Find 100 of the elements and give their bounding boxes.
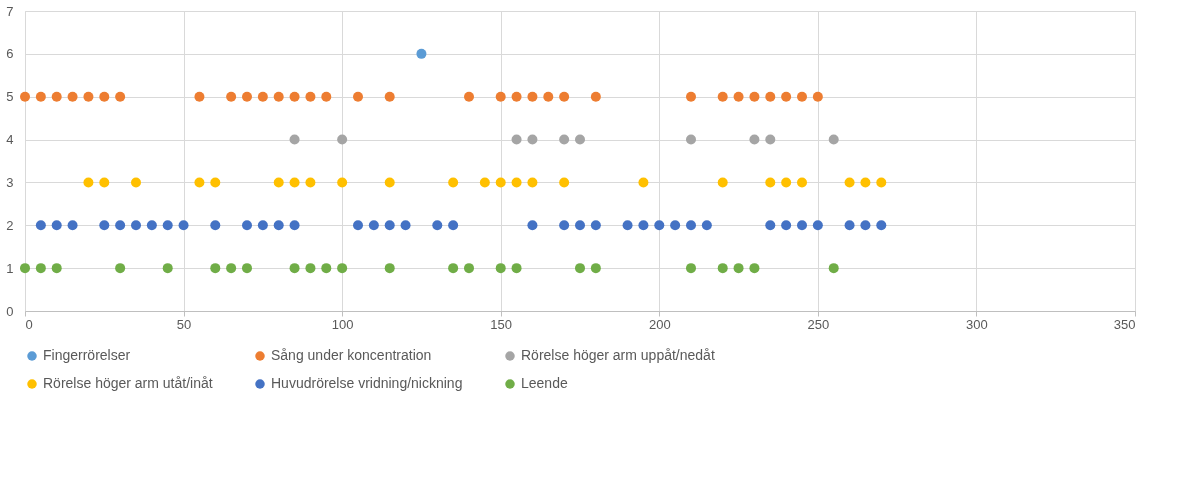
point [210, 220, 221, 231]
point [828, 134, 839, 145]
point [638, 177, 649, 188]
point [35, 91, 46, 102]
y-tick-label: 2 [6, 217, 14, 233]
y-tick-label: 5 [6, 89, 14, 105]
point [797, 220, 807, 231]
point [194, 91, 205, 102]
point [797, 177, 807, 188]
point [575, 263, 585, 274]
point [384, 220, 395, 231]
point [686, 134, 696, 145]
legend-label: Sång under koncentration [271, 347, 432, 363]
point [638, 220, 649, 231]
point [511, 263, 522, 274]
point [384, 177, 395, 188]
point [876, 220, 887, 231]
point [622, 220, 633, 231]
point [99, 220, 110, 231]
point [242, 220, 252, 231]
point [353, 220, 363, 231]
point [527, 220, 538, 231]
x-tick-label: 350 [1113, 316, 1136, 332]
y-tick-label: 3 [6, 174, 14, 190]
point [590, 220, 601, 231]
point [495, 91, 506, 102]
point [257, 220, 268, 231]
point [20, 263, 30, 274]
point [701, 220, 712, 231]
point [67, 91, 78, 102]
point [384, 91, 395, 102]
point [464, 263, 474, 274]
point [717, 91, 728, 102]
point [749, 263, 760, 274]
point [479, 177, 490, 188]
point [860, 177, 871, 188]
point [812, 91, 823, 102]
point [99, 91, 110, 102]
y-tick-label: 7 [6, 3, 14, 19]
point [273, 177, 284, 188]
point [226, 91, 237, 102]
point [289, 177, 300, 188]
point [511, 134, 522, 145]
point [527, 177, 538, 188]
legend-label: Rörelse höger arm utåt/inåt [43, 375, 213, 391]
point [797, 91, 807, 102]
point [876, 177, 887, 188]
point [83, 177, 94, 188]
point [273, 91, 284, 102]
point [51, 220, 62, 231]
point [289, 134, 300, 145]
legend-label: Fingerrörelser [43, 347, 131, 363]
point [733, 91, 744, 102]
point [559, 220, 570, 231]
legend-label: Rörelse höger arm uppåt/nedåt [521, 347, 715, 363]
point [749, 134, 760, 145]
point [844, 220, 855, 231]
point [828, 263, 839, 274]
point [654, 220, 665, 231]
point [321, 91, 332, 102]
y-tick-label: 6 [6, 46, 14, 62]
y-tick-label: 1 [6, 260, 14, 276]
point [765, 177, 776, 188]
point [210, 177, 221, 188]
y-tick-label: 4 [6, 132, 14, 148]
point [781, 220, 792, 231]
point [448, 263, 459, 274]
point [717, 177, 728, 188]
point [575, 134, 585, 145]
point [384, 263, 395, 274]
point [733, 263, 744, 274]
point [527, 134, 538, 145]
legend-label: Leende [521, 375, 568, 391]
point [686, 91, 696, 102]
point [432, 220, 443, 231]
point [495, 263, 506, 274]
point [590, 263, 601, 274]
point [305, 91, 316, 102]
point [495, 177, 506, 188]
point [575, 220, 585, 231]
point [51, 263, 62, 274]
point [670, 220, 681, 231]
point [257, 91, 268, 102]
point [131, 177, 141, 188]
point [686, 220, 696, 231]
point [99, 177, 110, 188]
point [289, 263, 300, 274]
point [115, 220, 126, 231]
point [511, 177, 522, 188]
x-tick-label: 150 [490, 316, 513, 332]
point [305, 263, 316, 274]
point [67, 220, 78, 231]
point [35, 220, 46, 231]
point [289, 220, 300, 231]
x-tick-label: 50 [176, 316, 192, 332]
point [337, 177, 348, 188]
point [226, 263, 237, 274]
point [305, 177, 316, 188]
point [448, 220, 459, 231]
point [83, 91, 94, 102]
